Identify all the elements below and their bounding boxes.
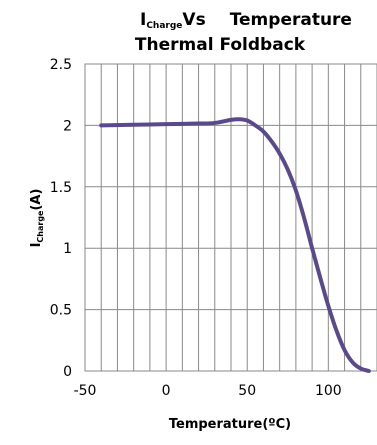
x-tick-labels: -50 0 50 100 <box>74 383 342 399</box>
y-tick-label: 0 <box>63 364 72 380</box>
y-tick-label: 0.5 <box>50 303 72 319</box>
chart-title-line1: IChargeVs Temperature <box>140 10 352 31</box>
y-tick-labels: 0 0.5 1 1.5 2 2.5 <box>50 57 72 380</box>
plot-frame <box>84 63 377 372</box>
grid <box>84 63 377 372</box>
chart-title-rest: Vs <box>182 10 205 30</box>
chart-title-subscript: Charge <box>146 21 182 31</box>
chart-title-prefix: I <box>140 10 146 30</box>
x-tick-label: -50 <box>74 383 97 399</box>
y-axis-label: ICharge(A) <box>29 189 45 248</box>
x-axis-label: Temperature(ºC) <box>169 417 291 432</box>
y-axis-label-unit: (A) <box>29 189 44 211</box>
chart-title-tail: Temperature <box>230 10 352 30</box>
y-tick-label: 1 <box>63 241 72 257</box>
y-tick-label: 1.5 <box>50 180 72 196</box>
series-group <box>99 117 371 373</box>
y-tick-label: 2.5 <box>50 57 72 73</box>
series-line-0 <box>99 117 371 373</box>
y-axis-label-subscript: Charge <box>36 210 45 243</box>
x-tick-label: 0 <box>162 383 171 399</box>
y-axis-label-main: I <box>29 243 44 248</box>
x-tick-label: 100 <box>315 383 342 399</box>
y-tick-label: 2 <box>63 118 72 134</box>
x-tick-label: 50 <box>238 383 256 399</box>
chart-title-line2: Thermal Foldback <box>135 35 306 55</box>
